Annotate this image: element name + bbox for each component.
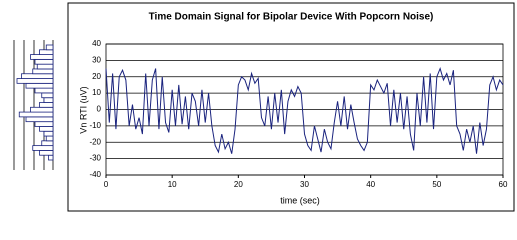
histogram-bar	[21, 73, 54, 79]
histogram-bar	[34, 87, 54, 94]
histogram-bar	[25, 82, 54, 89]
page: {"chart_data": [ {"type": "line", "title…	[13, 2, 515, 212]
x-tick-label: 20	[234, 180, 243, 189]
histogram-bar	[48, 154, 54, 161]
x-tick-label: 50	[432, 180, 441, 189]
histogram-bar	[45, 135, 54, 142]
histogram-bar	[16, 78, 54, 84]
chart-title: Time Domain Signal for Bipolar Device Wi…	[149, 12, 434, 23]
histogram-bar	[32, 68, 54, 75]
y-tick-label: -40	[89, 170, 101, 179]
x-tick-label: 40	[366, 180, 375, 189]
y-tick-label: -30	[89, 154, 101, 163]
histogram-bar	[36, 63, 54, 70]
y-axis-label: Vn RTI (uV)	[78, 86, 88, 133]
x-tick-label: 30	[300, 180, 309, 189]
histogram-bar	[45, 44, 54, 51]
y-tick-label: 40	[92, 39, 101, 48]
x-tick-label: 10	[168, 180, 177, 189]
histogram-bar	[34, 121, 54, 127]
chart: Time Domain Signal for Bipolar Device Wi…	[13, 2, 515, 212]
histogram-bar	[39, 150, 54, 156]
histogram-bar	[39, 49, 54, 55]
y-tick-label: 10	[92, 88, 101, 97]
histogram-bar	[43, 130, 54, 137]
x-axis-label: time (sec)	[280, 195, 320, 205]
histogram-bar	[30, 54, 54, 60]
histogram-bar	[25, 116, 54, 123]
signal-line	[105, 67, 504, 154]
y-tick-label: 30	[92, 55, 101, 64]
y-tick-label: -20	[89, 137, 101, 146]
histogram-bar	[39, 102, 54, 108]
y-tick-label: 0	[97, 105, 102, 114]
histogram-bar	[30, 106, 54, 113]
histogram-bar	[39, 126, 54, 132]
histogram-bar	[41, 140, 54, 147]
x-tick-label: 60	[499, 180, 508, 189]
x-tick-label: 0	[104, 180, 109, 189]
histogram-bar	[43, 97, 54, 103]
histogram-bar	[41, 92, 54, 99]
histogram-bar	[34, 58, 54, 65]
y-tick-label: 20	[92, 72, 101, 81]
y-tick-label: -10	[89, 121, 101, 130]
histogram-bar	[32, 145, 54, 151]
histogram-bar	[18, 111, 54, 118]
